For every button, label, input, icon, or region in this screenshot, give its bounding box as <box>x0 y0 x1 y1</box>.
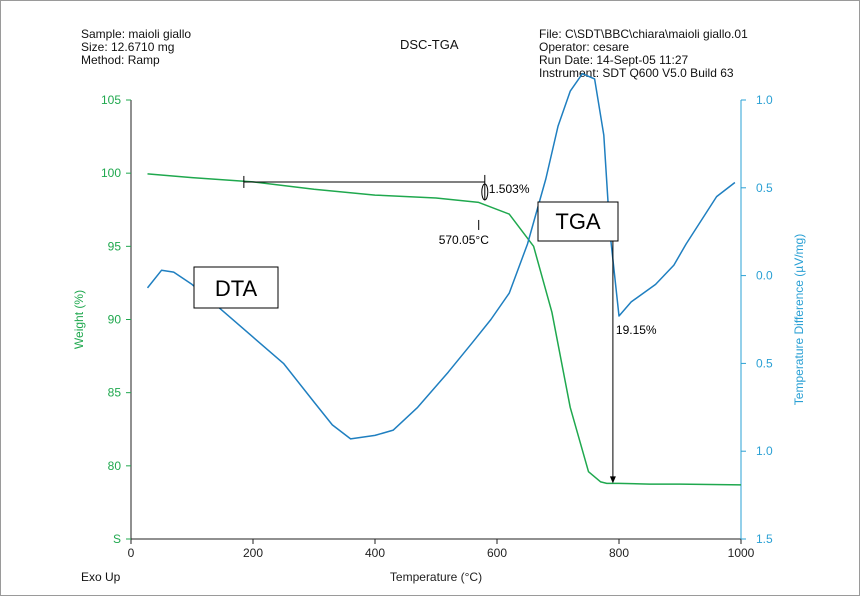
y-left-tick-label: 100 <box>101 166 121 180</box>
sample-info: Sample: maioli giallo Size: 12.6710 mg M… <box>81 28 191 67</box>
tga-label: TGA <box>555 209 601 234</box>
step2-arrow-head <box>609 476 616 484</box>
y-left-axis-title: Weight (%) <box>72 290 86 349</box>
operator: Operator: cesare <box>539 40 630 54</box>
onset-temp-label: 570.05°C <box>439 233 490 247</box>
run-date: Run Date: 14-Sept-05 11:27 <box>539 53 689 67</box>
y-left-tick-label: 105 <box>101 93 121 107</box>
tga-label-box <box>537 201 619 242</box>
dta-label: DTA <box>215 276 258 301</box>
step1-percent-label: 1.503% <box>489 182 530 196</box>
dta-curve <box>146 72 736 440</box>
y-left-tick-label: 85 <box>108 386 122 400</box>
x-tick-label: 800 <box>609 546 629 560</box>
x-axis-title: Temperature (°C) <box>390 570 482 584</box>
x-tick-label: 200 <box>243 546 263 560</box>
file-path: File: C\SDT\BBC\chiara\maioli giallo.01 <box>539 27 748 41</box>
y-left-tick-label: 95 <box>108 239 122 253</box>
chart-title: DSC-TGA <box>400 37 459 52</box>
x-tick-label: 600 <box>487 546 507 560</box>
step2-percent-label: 19.15% <box>616 323 657 337</box>
x-tick-label: 0 <box>128 546 135 560</box>
sample-method: Method: Ramp <box>81 53 160 67</box>
x-tick-label: 1000 <box>728 546 755 560</box>
y-left-tick-label: 80 <box>108 459 122 473</box>
sample-name: Sample: maioli giallo <box>81 27 192 41</box>
exo-up-label: Exo Up <box>81 570 121 584</box>
y-right-axis-title: Temperature Difference (µV/mg) <box>792 234 806 405</box>
step1-loss-bracket <box>481 183 489 201</box>
x-tick-label: 400 <box>365 546 385 560</box>
sample-size: Size: 12.6710 mg <box>81 40 175 54</box>
y-right-tick-label: 1.0 <box>756 93 773 107</box>
y-right-tick-label: 1.0 <box>756 444 773 458</box>
tga-curve <box>147 173 742 486</box>
dta-label-box <box>193 266 279 309</box>
y-right-tick-label: 0.5 <box>756 181 773 195</box>
y-left-tick-label: S <box>113 532 121 546</box>
y-right-tick-label: 0.5 <box>756 356 773 370</box>
y-right-tick-label: 0.0 <box>756 269 773 283</box>
y-left-tick-label: 90 <box>108 313 122 327</box>
y-right-tick-label: 1.5 <box>756 532 773 546</box>
